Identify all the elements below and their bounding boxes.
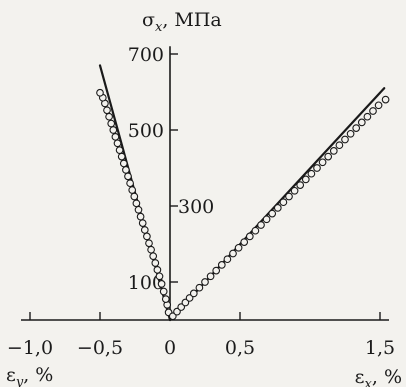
data-point bbox=[157, 280, 166, 288]
data-point bbox=[147, 245, 155, 254]
data-point bbox=[151, 259, 160, 267]
data-point bbox=[96, 88, 104, 97]
data-point bbox=[124, 172, 132, 181]
data-point bbox=[173, 307, 181, 316]
data-point bbox=[329, 147, 338, 155]
data-point bbox=[161, 295, 170, 303]
data-point bbox=[138, 219, 147, 227]
data-point bbox=[245, 232, 254, 241]
data-point bbox=[145, 239, 153, 248]
x-axis-title-left: εy, % bbox=[6, 364, 53, 387]
x-tick-label: −0,5 bbox=[77, 337, 123, 359]
data-point bbox=[268, 209, 277, 218]
data-point bbox=[341, 135, 349, 144]
data-point bbox=[155, 272, 164, 281]
data-point bbox=[257, 221, 265, 229]
data-point bbox=[185, 294, 194, 302]
data-point bbox=[357, 118, 366, 127]
data-point bbox=[159, 287, 168, 296]
data-point bbox=[181, 298, 190, 307]
data-point bbox=[307, 169, 316, 178]
data-point bbox=[195, 283, 204, 292]
tick-labels: −1,0 −0,5 0,5 1,5 0 100 300 500 700 bbox=[7, 44, 395, 359]
data-point bbox=[134, 205, 143, 214]
data-point bbox=[318, 158, 327, 167]
data-point bbox=[234, 243, 243, 252]
data-point bbox=[335, 141, 344, 150]
data-point bbox=[177, 303, 186, 311]
y-tick-label: 300 bbox=[178, 196, 214, 218]
data-point bbox=[119, 159, 128, 168]
data-point bbox=[111, 132, 120, 141]
data-point bbox=[168, 312, 177, 321]
data-point bbox=[212, 266, 221, 275]
data-point bbox=[313, 164, 321, 172]
data-point bbox=[301, 175, 310, 184]
data-point bbox=[128, 186, 137, 194]
x-tick-label: 0,5 bbox=[225, 337, 255, 359]
data-point bbox=[290, 186, 299, 195]
data-point bbox=[189, 289, 198, 298]
data-point bbox=[381, 95, 390, 104]
data-point bbox=[324, 152, 333, 161]
data-point bbox=[240, 238, 249, 246]
data-point bbox=[117, 152, 126, 161]
x-origin-label: 0 bbox=[164, 337, 176, 359]
x-axis-title-right: εx, % bbox=[355, 366, 402, 387]
data-point bbox=[115, 146, 124, 154]
x-tick-label: −1,0 bbox=[7, 337, 53, 359]
data-point bbox=[363, 112, 372, 121]
axis-titles: σx, МПа εy, % εx, % bbox=[6, 9, 402, 387]
y-axis-title: σx, МПа bbox=[142, 9, 222, 35]
axes bbox=[21, 46, 389, 321]
data-point bbox=[262, 215, 271, 224]
data-point bbox=[346, 129, 355, 138]
data-point bbox=[229, 249, 237, 258]
data-point bbox=[107, 119, 116, 128]
data-point bbox=[206, 272, 215, 281]
data-point bbox=[143, 232, 151, 241]
data-point bbox=[251, 226, 260, 235]
data-point bbox=[273, 204, 282, 212]
data-point bbox=[296, 181, 305, 189]
data-point bbox=[103, 106, 111, 115]
y-tick-label: 700 bbox=[128, 44, 164, 66]
data-point bbox=[149, 252, 158, 261]
ticks bbox=[29, 53, 381, 320]
data-point bbox=[113, 139, 122, 148]
x-tick-label: 1,5 bbox=[365, 337, 395, 359]
data-point bbox=[369, 107, 377, 115]
data-point bbox=[140, 226, 149, 234]
data-point bbox=[130, 192, 139, 201]
data-point bbox=[126, 179, 134, 188]
data-point bbox=[217, 261, 226, 269]
series-markers bbox=[96, 88, 390, 321]
y-tick-label: 100 bbox=[128, 272, 164, 294]
y-tick-label: 500 bbox=[128, 120, 164, 142]
data-point bbox=[132, 199, 141, 208]
data-point bbox=[374, 101, 383, 110]
data-point bbox=[136, 212, 145, 221]
data-point bbox=[153, 265, 162, 274]
data-point bbox=[105, 112, 113, 121]
data-point bbox=[223, 255, 232, 264]
data-point bbox=[109, 126, 118, 134]
data-point bbox=[201, 278, 209, 286]
data-point bbox=[352, 124, 361, 132]
data-point bbox=[279, 198, 288, 207]
data-point bbox=[285, 192, 293, 201]
data-point bbox=[122, 166, 130, 174]
